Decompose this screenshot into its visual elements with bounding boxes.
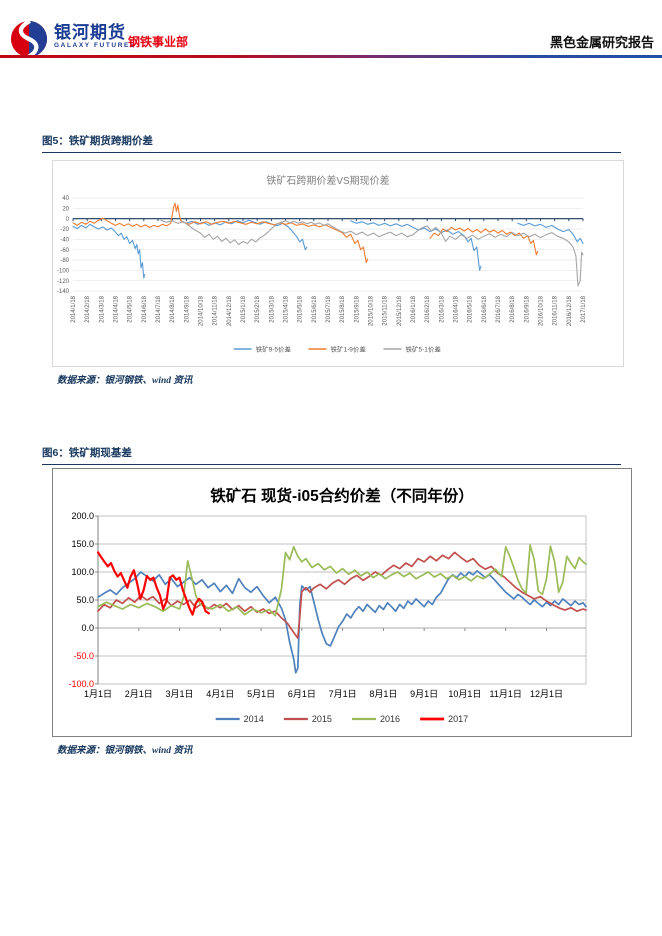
svg-text:-120: -120 [57, 279, 70, 285]
svg-text:0: 0 [66, 217, 70, 223]
brand-name-en: GALAXY FUTURES [54, 42, 136, 49]
svg-text:5月1日: 5月1日 [247, 689, 275, 699]
svg-text:2015/6/18: 2015/6/18 [312, 295, 318, 322]
svg-text:2016/1/18: 2016/1/18 [411, 295, 417, 322]
logo-swoosh [18, 20, 39, 58]
svg-text:0.0: 0.0 [81, 623, 94, 633]
svg-text:50.0: 50.0 [76, 595, 94, 605]
logo-blue-shape [29, 20, 48, 58]
brand-name-cn: 银河期货 [54, 23, 126, 42]
svg-text:2014/8/18: 2014/8/18 [170, 295, 176, 322]
svg-text:-60: -60 [60, 248, 69, 254]
svg-text:2014: 2014 [244, 714, 264, 724]
svg-text:铁矿石 现货-i05合约价差（不同年份）: 铁矿石 现货-i05合约价差（不同年份） [210, 486, 474, 505]
svg-text:-20: -20 [60, 227, 69, 233]
svg-text:40: 40 [62, 196, 69, 202]
svg-text:2016/3/18: 2016/3/18 [439, 295, 445, 322]
svg-text:7月1日: 7月1日 [329, 689, 357, 699]
svg-text:6月1日: 6月1日 [288, 689, 316, 699]
svg-text:4月1日: 4月1日 [206, 689, 234, 699]
basis-chart: 200.0 150.0 100.0 50.0 0.0 -50.0 -100.0 1月1日 2月1… [52, 468, 632, 737]
svg-text:-100: -100 [57, 268, 70, 274]
svg-text:铁矿1-9价差: 铁矿1-9价差 [331, 344, 367, 353]
svg-text:2015: 2015 [312, 714, 332, 724]
svg-text:2015/11/18: 2015/11/18 [383, 295, 389, 325]
report-type-label: 黑色金属研究报告 [549, 35, 654, 50]
svg-text:2016: 2016 [380, 714, 400, 724]
svg-text:-100.0: -100.0 [68, 679, 94, 689]
svg-text:2017/1/18: 2017/1/18 [581, 295, 587, 322]
svg-text:-140: -140 [57, 289, 70, 295]
svg-text:1月1日: 1月1日 [84, 689, 112, 699]
svg-text:2015/1/18: 2015/1/18 [241, 295, 247, 322]
svg-text:2015/7/18: 2015/7/18 [326, 295, 332, 322]
svg-text:2014/5/18: 2014/5/18 [128, 295, 134, 322]
svg-text:-40: -40 [60, 237, 69, 243]
svg-text:2014/3/18: 2014/3/18 [99, 295, 105, 322]
svg-text:2016/10/18: 2016/10/18 [539, 295, 545, 326]
figure5-source: 数据来源：银河钢铁、wind 资讯 [57, 376, 193, 386]
svg-text:-80: -80 [60, 258, 69, 264]
svg-text:2016/12/18: 2016/12/18 [567, 295, 573, 326]
svg-text:3月1日: 3月1日 [166, 689, 194, 699]
figure5-caption: 图5：铁矿期货跨期价差 [42, 133, 621, 153]
header-divider [0, 55, 662, 58]
svg-text:2015/9/18: 2015/9/18 [354, 295, 360, 322]
svg-text:2014/11/18: 2014/11/18 [213, 295, 219, 325]
svg-text:2014/7/18: 2014/7/18 [156, 295, 162, 322]
svg-text:10月1日: 10月1日 [448, 689, 481, 699]
svg-text:-50.0: -50.0 [73, 651, 94, 661]
svg-text:12月1日: 12月1日 [530, 689, 563, 699]
svg-text:2014/6/18: 2014/6/18 [142, 295, 148, 322]
svg-text:2014/9/18: 2014/9/18 [184, 295, 190, 322]
svg-text:2014/1/18: 2014/1/18 [71, 295, 77, 322]
svg-text:2014/2/18: 2014/2/18 [85, 295, 91, 322]
figure6-caption: 图6：铁矿期现基差 [42, 445, 621, 465]
svg-text:20: 20 [62, 206, 69, 212]
svg-text:2015/8/18: 2015/8/18 [340, 295, 346, 322]
svg-text:2017: 2017 [448, 714, 468, 724]
svg-text:100.0: 100.0 [71, 567, 94, 577]
svg-text:9月1日: 9月1日 [410, 689, 438, 699]
svg-text:2016/11/18: 2016/11/18 [553, 295, 559, 325]
svg-text:2015/2/18: 2015/2/18 [255, 295, 261, 322]
svg-text:2016/7/18: 2016/7/18 [496, 295, 502, 322]
svg-text:2014/12/18: 2014/12/18 [227, 295, 233, 326]
svg-text:2月1日: 2月1日 [125, 689, 153, 699]
svg-text:2014/4/18: 2014/4/18 [114, 295, 120, 322]
svg-text:2016/5/18: 2016/5/18 [468, 295, 474, 322]
svg-text:2015/10/18: 2015/10/18 [369, 295, 375, 326]
svg-text:11月1日: 11月1日 [490, 689, 522, 699]
figure6-source: 数据来源：银河钢铁、wind 资讯 [57, 746, 193, 756]
interperiod-spread-chart: 40 20 0 -20 -40 -60 -80 -100 -120 -140 2014/1/18 20… [52, 160, 624, 367]
division-label: 钢铁事业部 [128, 35, 189, 49]
svg-text:2014/10/18: 2014/10/18 [199, 295, 205, 326]
galaxy-futures-logo [10, 20, 48, 58]
brand-block: 银河期货 GALAXY FUTURES [54, 24, 136, 50]
svg-text:2015/12/18: 2015/12/18 [397, 295, 403, 326]
svg-text:铁矿9-5价差: 铁矿9-5价差 [256, 344, 292, 353]
svg-text:铁矿5-1价差: 铁矿5-1价差 [405, 344, 441, 353]
svg-text:2015/4/18: 2015/4/18 [284, 295, 290, 322]
svg-text:200.0: 200.0 [71, 511, 94, 521]
svg-text:2016/4/18: 2016/4/18 [454, 295, 460, 322]
svg-text:2015/5/18: 2015/5/18 [298, 295, 304, 322]
svg-text:2016/2/18: 2016/2/18 [425, 295, 431, 322]
svg-text:2016/9/18: 2016/9/18 [524, 295, 530, 322]
svg-text:2016/6/18: 2016/6/18 [482, 295, 488, 322]
svg-text:8月1日: 8月1日 [369, 689, 397, 699]
svg-text:2015/3/18: 2015/3/18 [269, 295, 275, 322]
svg-text:铁矿石跨期价差VS期现价差: 铁矿石跨期价差VS期现价差 [266, 174, 389, 187]
svg-text:2016/8/18: 2016/8/18 [510, 295, 516, 322]
svg-text:150.0: 150.0 [71, 539, 94, 549]
